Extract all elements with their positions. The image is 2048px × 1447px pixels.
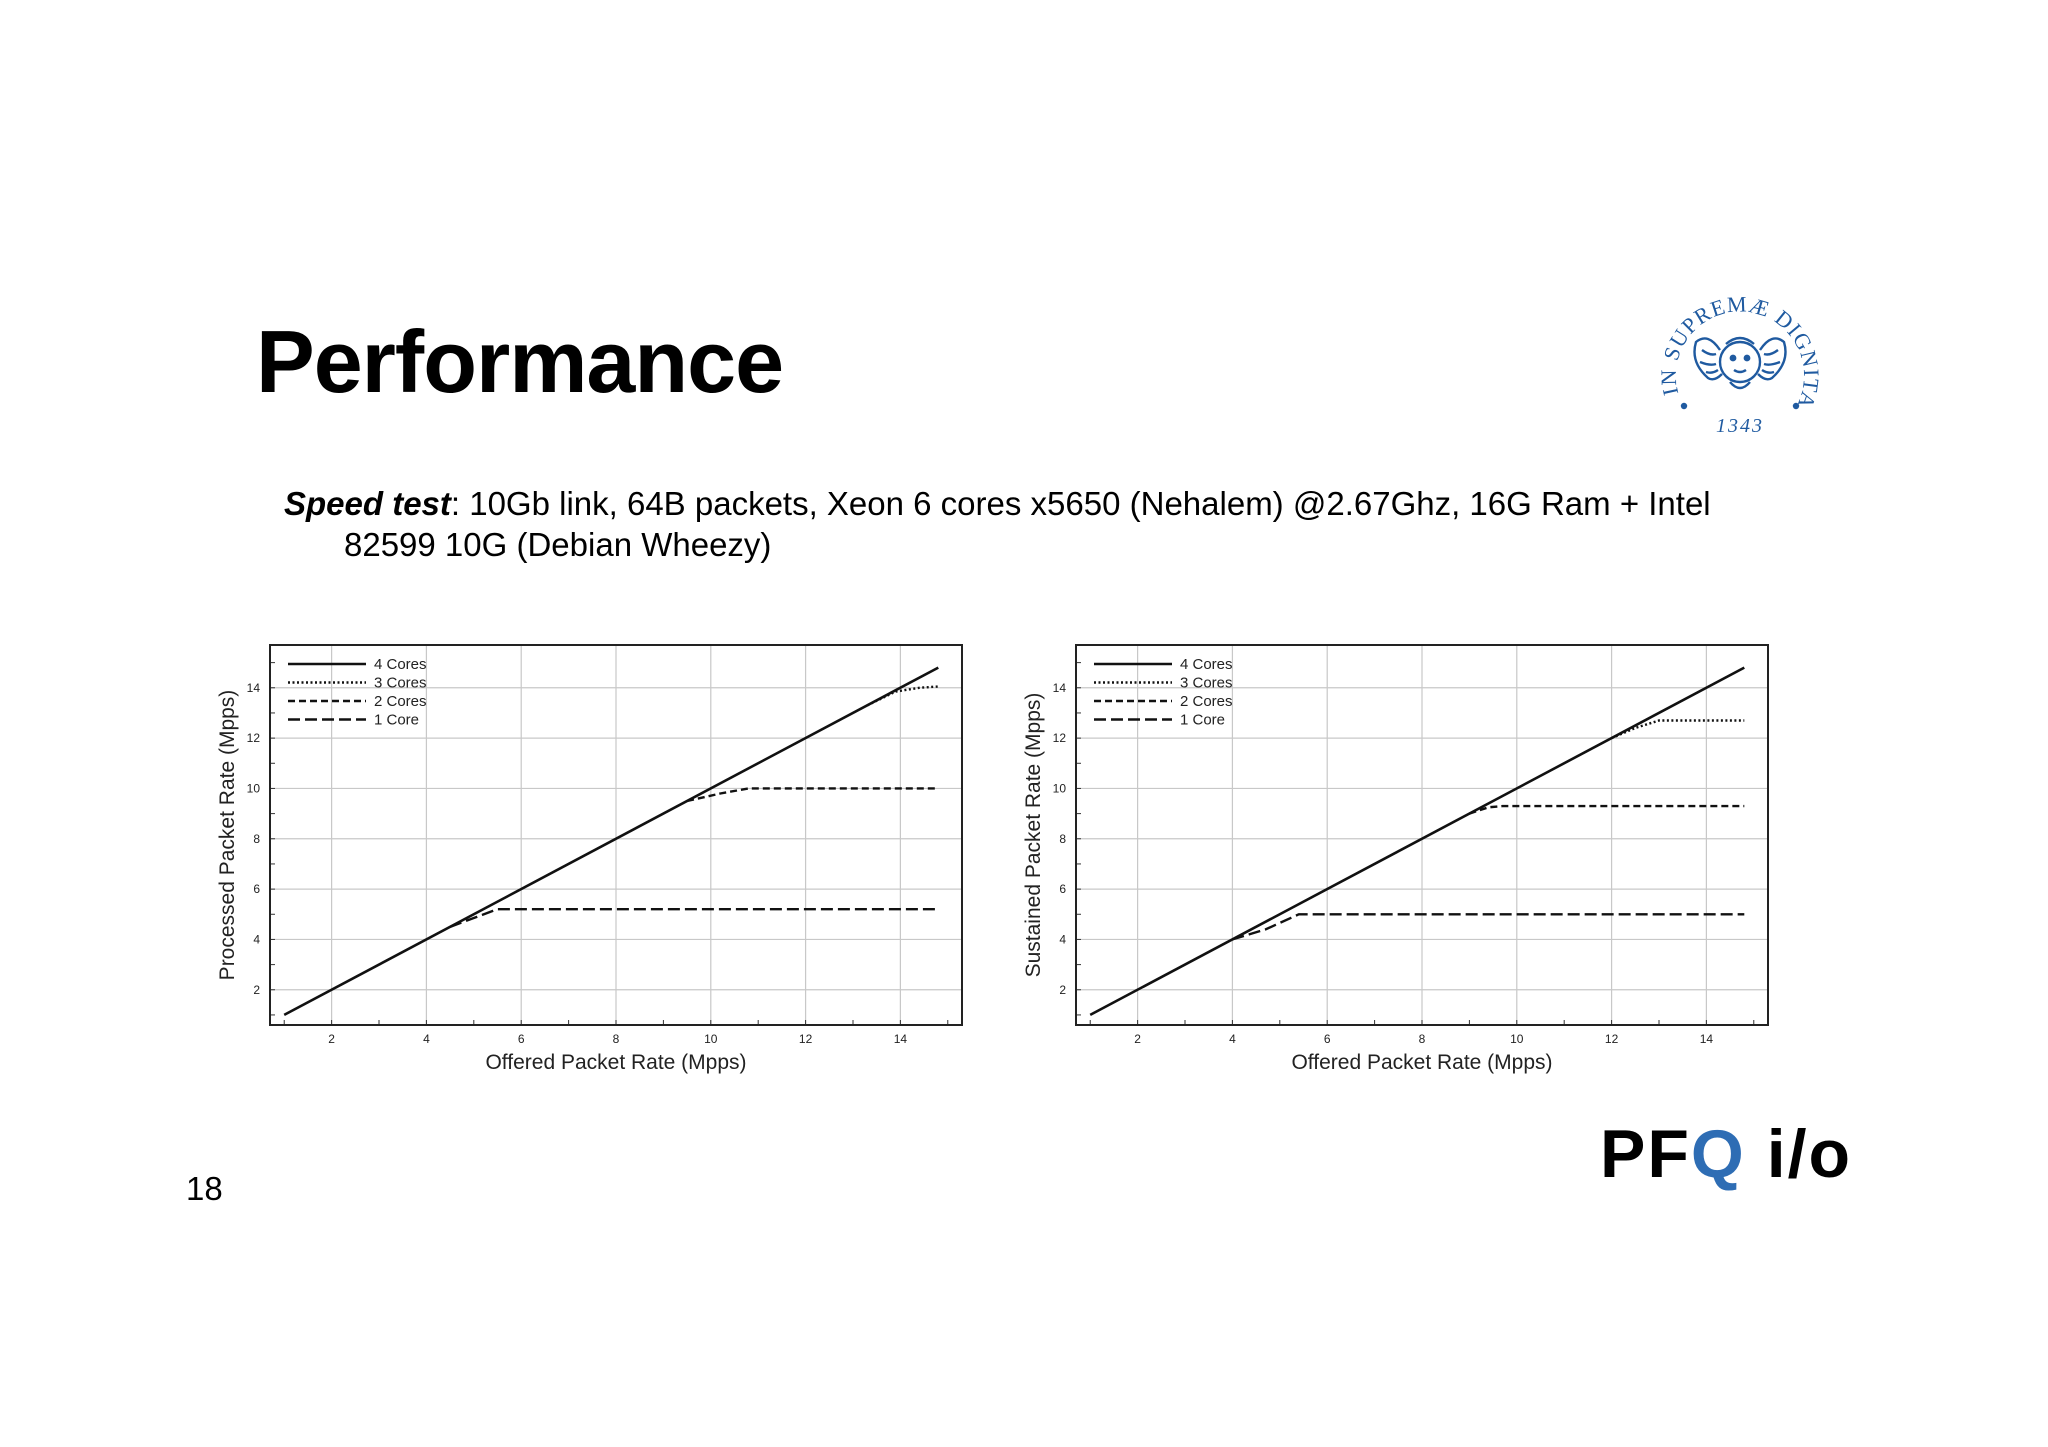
x-tick-label: 8: [613, 1032, 620, 1046]
subtitle-lead: Speed test: [284, 485, 451, 522]
series-line-2-cores: [686, 787, 939, 803]
series-line-3-cores: [866, 685, 939, 707]
series-line-4-cores: [283, 666, 939, 1017]
page-number: 18: [186, 1170, 223, 1207]
x-axis-label: Offered Packet Rate (Mpps): [1291, 1051, 1552, 1074]
x-tick-label: 8: [1419, 1032, 1426, 1046]
y-tick-label: 6: [253, 882, 260, 896]
legend-label: 2 Cores: [374, 693, 427, 710]
series-line-2-cores: [1469, 804, 1745, 815]
y-axis-label: Processed Packet Rate (Mpps): [216, 690, 239, 981]
legend-label: 2 Cores: [1180, 693, 1233, 710]
y-tick-label: 4: [253, 932, 260, 946]
y-tick-label: 8: [253, 832, 260, 846]
plot-frame: [269, 644, 963, 1026]
y-tick-label: 2: [253, 983, 260, 997]
slide-title: Performance: [256, 312, 784, 411]
y-tick-label: 14: [247, 681, 261, 695]
y-axis-label: Sustained Packet Rate (Mpps): [1022, 693, 1045, 978]
y-tick-label: 12: [247, 731, 261, 745]
x-tick-label: 14: [894, 1032, 908, 1046]
x-tick-label: 2: [1134, 1032, 1141, 1046]
y-tick-label: 6: [1059, 882, 1066, 896]
x-tick-label: 6: [1324, 1032, 1331, 1046]
y-tick-label: 2: [1059, 983, 1066, 997]
x-tick-label: 10: [704, 1032, 718, 1046]
x-tick-label: 14: [1700, 1032, 1714, 1046]
chart-processed-rate: 2 4 6 8 10 12 14 2 4 6 8 10 12 14 Offered Packet Rate …: [216, 644, 963, 1074]
series-line-4-cores: [1089, 666, 1745, 1017]
brand-suffix: i/o: [1745, 1116, 1853, 1192]
subtitle-line-2: 82599 10G (Debian Wheezy): [344, 526, 772, 563]
x-tick-label: 6: [518, 1032, 525, 1046]
x-tick-label: 10: [1510, 1032, 1524, 1046]
legend-label: 3 Cores: [374, 675, 427, 692]
slide-subtitle: Speed test: 10Gb link, 64B packets, Xeon…: [284, 483, 1844, 565]
plot-frame: [1075, 644, 1769, 1026]
x-tick-label: 12: [799, 1032, 813, 1046]
series-line-1-core: [1232, 913, 1745, 941]
y-tick-label: 4: [1059, 932, 1066, 946]
brand-prefix: PF: [1600, 1116, 1691, 1192]
x-tick-label: 4: [1229, 1032, 1236, 1046]
series-line-3-cores: [1611, 719, 1745, 740]
series-line-1-core: [449, 908, 939, 929]
seal-angel-icon: [1693, 336, 1787, 390]
legend-label: 4 Cores: [1180, 656, 1233, 673]
chart-sustained-rate: 2 4 6 8 10 12 14 2 4 6 8 10 12 14 Offered Packet Rate …: [1022, 644, 1769, 1074]
brand-q: Q: [1690, 1116, 1746, 1192]
subtitle-line-1: Speed test: 10Gb link, 64B packets, Xeon…: [284, 483, 1844, 524]
y-tick-label: 10: [1053, 781, 1067, 795]
seal-dot-left: [1680, 402, 1688, 410]
x-axis-label: Offered Packet Rate (Mpps): [485, 1051, 746, 1074]
y-tick-label: 12: [1053, 731, 1067, 745]
y-tick-label: 14: [1053, 681, 1067, 695]
x-tick-label: 12: [1605, 1032, 1619, 1046]
y-tick-label: 8: [1059, 832, 1066, 846]
pfq-brand-logo: PFQ i/o: [1600, 1120, 1852, 1188]
y-tick-label: 10: [247, 781, 261, 795]
legend-label: 4 Cores: [374, 656, 427, 673]
subtitle-rest: : 10Gb link, 64B packets, Xeon 6 cores x…: [450, 485, 1711, 522]
university-seal-logo: IN SUPREMÆ DIGNITATIS 1343: [1650, 270, 1823, 437]
x-tick-label: 4: [423, 1032, 430, 1046]
legend-label: 1 Core: [374, 712, 419, 729]
legend-label: 3 Cores: [1180, 675, 1233, 692]
seal-year: 1343: [1716, 415, 1764, 437]
seal-dot-right: [1792, 402, 1800, 410]
legend-label: 1 Core: [1180, 712, 1225, 729]
x-tick-label: 2: [328, 1032, 335, 1046]
